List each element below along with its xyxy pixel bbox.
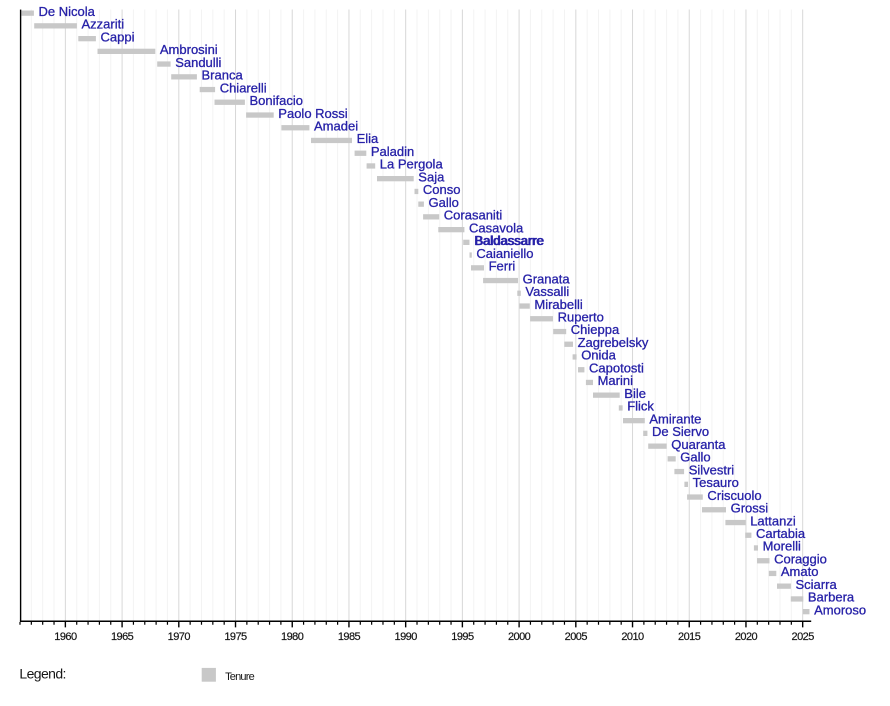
svg-text:Paladin: Paladin (371, 144, 414, 159)
svg-text:Vassalli: Vassalli (525, 284, 569, 299)
svg-text:Azzariti: Azzariti (82, 17, 125, 32)
svg-text:2005: 2005 (565, 631, 588, 643)
svg-text:Amoroso: Amoroso (814, 602, 866, 617)
svg-text:Paolo Rossi: Paolo Rossi (278, 106, 347, 121)
svg-text:Chieppa: Chieppa (571, 322, 620, 337)
svg-text:Flick: Flick (627, 399, 654, 414)
svg-text:De Nicola: De Nicola (39, 4, 96, 19)
svg-text:Caianiello: Caianiello (476, 246, 533, 261)
svg-text:Saja: Saja (418, 169, 445, 184)
svg-text:Sciarra: Sciarra (796, 577, 838, 592)
svg-text:Bonifacio: Bonifacio (250, 93, 303, 108)
svg-text:2020: 2020 (735, 631, 758, 643)
svg-text:Amadei: Amadei (314, 119, 358, 134)
svg-text:Amirante: Amirante (649, 411, 701, 426)
svg-text:Casavola: Casavola (469, 220, 524, 235)
svg-text:Tenure: Tenure (225, 671, 255, 683)
svg-text:2000: 2000 (508, 631, 531, 643)
svg-text:Legend:: Legend: (19, 666, 65, 682)
svg-text:Conso: Conso (423, 182, 461, 197)
svg-text:De Siervo: De Siervo (652, 424, 709, 439)
svg-text:Tesauro: Tesauro (693, 475, 739, 490)
svg-text:1965: 1965 (111, 631, 134, 643)
svg-text:Lattanzi: Lattanzi (750, 513, 796, 528)
svg-text:Corasaniti: Corasaniti (444, 208, 503, 223)
svg-text:Onida: Onida (581, 348, 616, 363)
svg-text:Ferri: Ferri (489, 259, 516, 274)
svg-text:Mirabelli: Mirabelli (534, 297, 583, 312)
svg-text:Gallo: Gallo (680, 450, 710, 465)
svg-text:1970: 1970 (168, 631, 191, 643)
svg-text:Grossi: Grossi (731, 501, 769, 516)
svg-text:Zagrebelsky: Zagrebelsky (578, 335, 649, 350)
svg-text:Granata: Granata (523, 271, 571, 286)
svg-text:2025: 2025 (792, 631, 815, 643)
svg-text:Criscuolo: Criscuolo (707, 488, 761, 503)
svg-text:Capotosti: Capotosti (589, 361, 644, 376)
svg-text:Barbera: Barbera (808, 590, 855, 605)
svg-text:Baldassarre: Baldassarre (475, 233, 544, 248)
svg-text:Branca: Branca (202, 68, 244, 83)
svg-text:Coraggio: Coraggio (774, 552, 827, 567)
svg-text:1985: 1985 (338, 631, 361, 643)
svg-text:Bile: Bile (624, 386, 646, 401)
svg-text:Ambrosini: Ambrosini (160, 42, 218, 57)
svg-text:2015: 2015 (678, 631, 701, 643)
svg-text:Cartabia: Cartabia (756, 526, 806, 541)
svg-text:1980: 1980 (281, 631, 304, 643)
svg-text:Elia: Elia (357, 131, 379, 146)
svg-text:1960: 1960 (54, 631, 77, 643)
svg-text:1995: 1995 (451, 631, 474, 643)
svg-text:Silvestri: Silvestri (689, 462, 735, 477)
svg-text:Cappi: Cappi (101, 29, 135, 44)
svg-text:Amato: Amato (781, 564, 819, 579)
svg-text:Quaranta: Quaranta (671, 437, 726, 452)
svg-text:Gallo: Gallo (429, 195, 459, 210)
svg-text:2010: 2010 (621, 631, 644, 643)
svg-text:La Pergola: La Pergola (380, 157, 444, 172)
svg-text:Sandulli: Sandulli (175, 55, 221, 70)
svg-text:Ruperto: Ruperto (558, 310, 604, 325)
svg-text:Marini: Marini (598, 373, 634, 388)
svg-text:Baldassarre: Baldassarre (474, 233, 543, 248)
svg-text:1975: 1975 (224, 631, 247, 643)
svg-text:Morelli: Morelli (763, 539, 801, 554)
svg-text:1990: 1990 (395, 631, 418, 643)
svg-text:Chiarelli: Chiarelli (220, 80, 267, 95)
